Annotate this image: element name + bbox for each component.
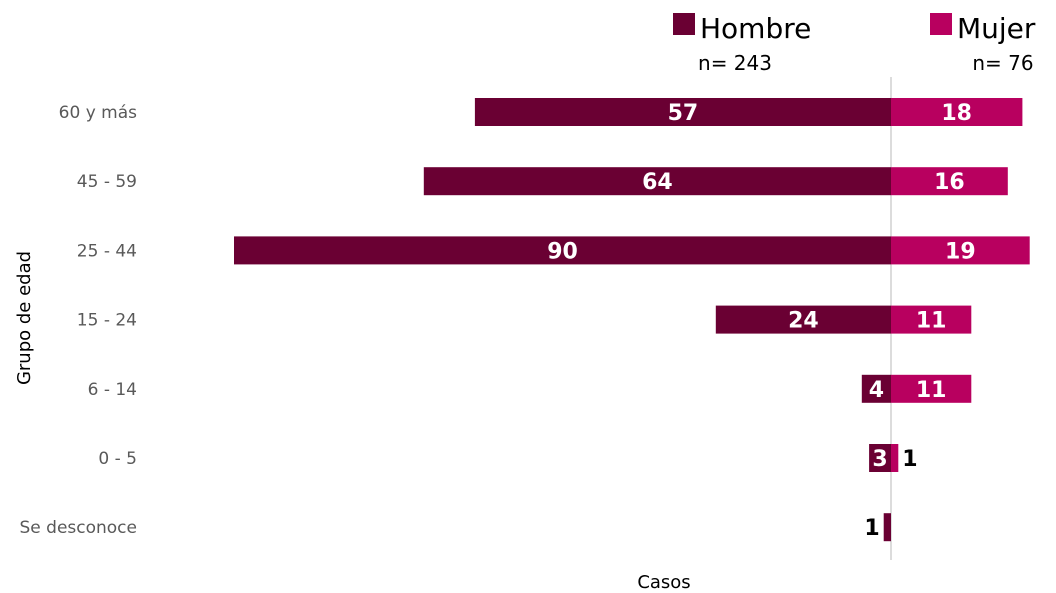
category-label: 45 - 59 [77,172,137,192]
legend-label-hombre: Hombre [700,12,811,45]
bar-hombre [861,374,891,403]
plot-area: 60 y más 57 18 45 - 59 64 16 25 - 44 90 19 15 - 2… [20,77,1030,560]
category-label: 60 y más [59,103,137,123]
category-label: 6 - 14 [88,380,137,400]
legend-n-hombre: n= 243 [698,51,772,75]
legend-swatch-hombre [673,13,695,35]
bar-mujer [891,167,1008,196]
data-label-hombre: 64 [642,170,673,195]
bar-hombre [474,98,891,126]
bar-hombre [883,513,891,542]
legend-n-mujer: n= 76 [972,51,1033,75]
data-label-mujer: 1 [902,447,917,472]
data-label-mujer: 11 [916,309,947,334]
category-label: 15 - 24 [77,311,137,331]
data-label-hombre: 4 [869,378,884,403]
legend-swatch-mujer [930,13,952,35]
data-label-hombre: 1 [864,516,879,541]
bar-mujer [891,444,899,472]
data-label-mujer: 11 [916,378,947,403]
data-label-mujer: 18 [941,101,972,126]
bar-hombre [869,444,891,472]
bar-mujer [891,305,972,334]
category-label: Se desconoce [20,518,138,538]
bar-mujer [891,374,972,403]
data-label-hombre: 57 [668,101,699,126]
bar-hombre [423,167,891,196]
data-label-hombre: 90 [547,239,578,264]
legend-label-mujer: Mujer [957,12,1036,45]
bar-hombre [715,305,891,334]
data-label-mujer: 16 [934,170,965,195]
x-axis-title: Casos [637,572,690,593]
bar-mujer [891,236,1030,265]
data-label-mujer: 19 [945,239,976,264]
category-label: 25 - 44 [77,241,137,261]
y-axis-title: Grupo de edad [14,251,35,385]
data-label-hombre: 24 [788,309,819,334]
legend: Hombre n= 243 Mujer n= 76 [673,12,1036,75]
data-label-hombre: 3 [872,447,887,472]
bar-hombre [234,236,891,265]
category-label: 0 - 5 [98,449,137,469]
bar-mujer [891,98,1023,126]
